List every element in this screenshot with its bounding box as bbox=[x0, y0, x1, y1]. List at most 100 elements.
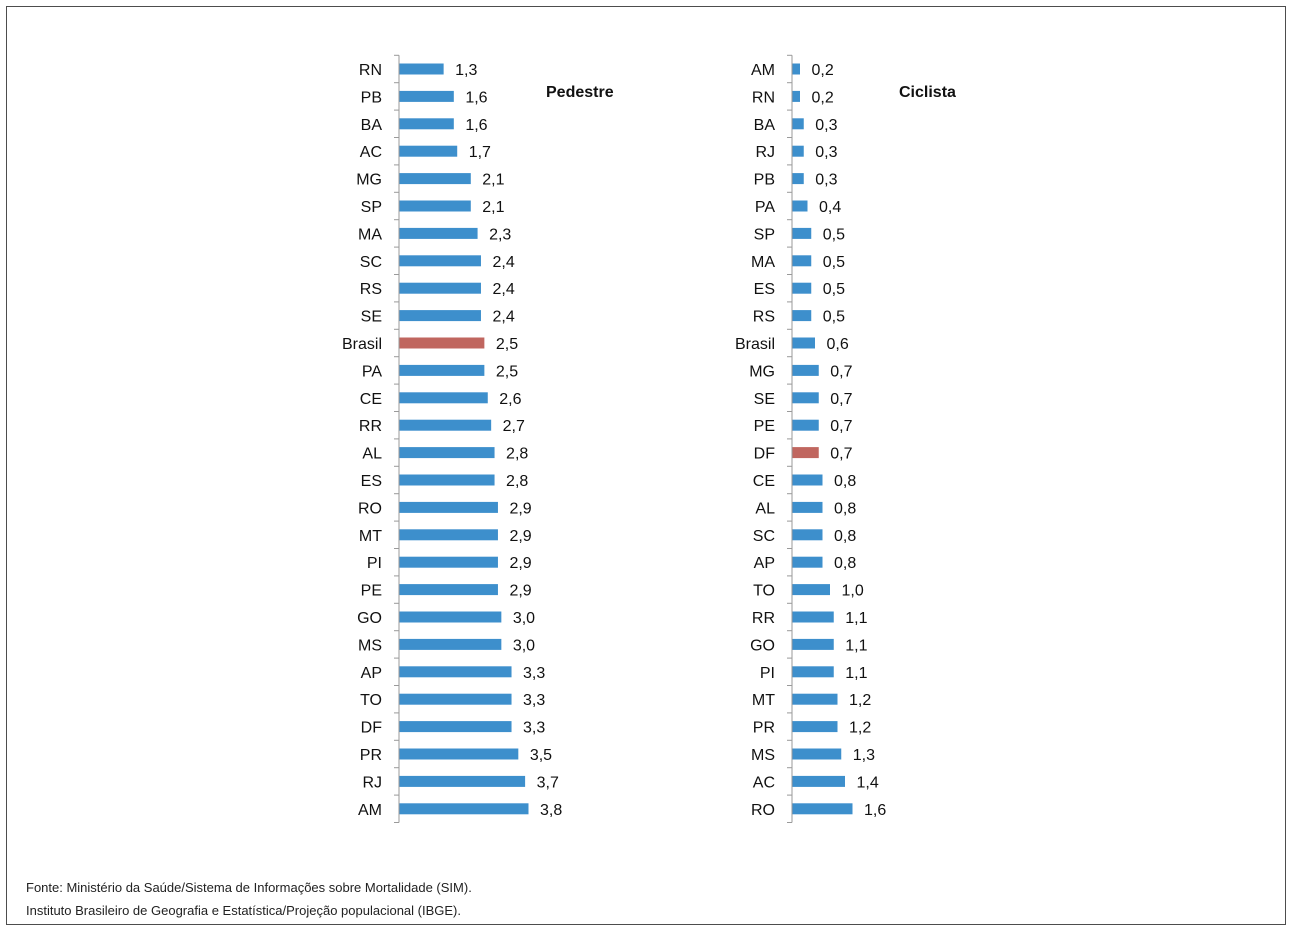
category-label: DF bbox=[361, 720, 383, 737]
value-label: 1,3 bbox=[455, 62, 477, 79]
bar-mg bbox=[792, 364, 819, 376]
category-label: GO bbox=[750, 637, 775, 654]
value-label: 0,7 bbox=[830, 418, 852, 435]
category-label: RO bbox=[751, 802, 775, 819]
value-label: 1,4 bbox=[857, 774, 879, 791]
value-label: 0,5 bbox=[823, 281, 845, 298]
bar-sc bbox=[792, 529, 823, 541]
bar-rr bbox=[792, 611, 834, 623]
bar-rr bbox=[399, 419, 492, 431]
bar-ac bbox=[399, 145, 458, 157]
category-label: BA bbox=[754, 117, 776, 134]
value-label: 0,4 bbox=[819, 199, 841, 216]
category-label: CE bbox=[360, 391, 382, 408]
value-label: 3,3 bbox=[523, 720, 545, 737]
bar-pe bbox=[399, 584, 498, 596]
value-label: 2,3 bbox=[489, 226, 511, 243]
category-label: SC bbox=[360, 254, 382, 271]
bar-brasil bbox=[399, 337, 485, 349]
value-label: 1,6 bbox=[864, 802, 886, 819]
bar-pe bbox=[792, 419, 819, 431]
value-label: 2,8 bbox=[506, 446, 528, 463]
bar-se bbox=[792, 392, 819, 404]
value-label: 0,8 bbox=[834, 473, 856, 490]
value-label: 3,7 bbox=[537, 774, 559, 791]
category-label: TO bbox=[360, 692, 382, 709]
value-label: 0,5 bbox=[823, 226, 845, 243]
category-label: MG bbox=[749, 363, 775, 380]
category-label: ES bbox=[754, 281, 775, 298]
bar-go bbox=[792, 638, 834, 650]
bar-pi bbox=[399, 556, 498, 568]
bar-go bbox=[399, 611, 502, 623]
value-label: 2,1 bbox=[482, 172, 504, 189]
value-label: 2,6 bbox=[499, 391, 521, 408]
category-label: PE bbox=[361, 583, 382, 600]
bar-sp bbox=[399, 200, 471, 212]
value-label: 1,2 bbox=[849, 692, 871, 709]
bar-mt bbox=[399, 529, 498, 541]
category-label: RS bbox=[360, 281, 382, 298]
category-label: DF bbox=[754, 446, 776, 463]
bar-sc bbox=[399, 255, 481, 267]
bar-rn bbox=[792, 90, 800, 102]
category-label: SP bbox=[754, 226, 775, 243]
value-label: 1,1 bbox=[845, 610, 867, 627]
value-label: 1,3 bbox=[853, 747, 875, 764]
category-label: SC bbox=[753, 528, 775, 545]
bar-brasil bbox=[792, 337, 815, 349]
value-label: 1,6 bbox=[465, 89, 487, 106]
category-label: PB bbox=[754, 172, 775, 189]
value-label: 2,1 bbox=[482, 199, 504, 216]
category-label: MS bbox=[751, 747, 775, 764]
category-label: AC bbox=[360, 144, 382, 161]
bar-es bbox=[792, 282, 812, 294]
value-label: 0,3 bbox=[815, 172, 837, 189]
bar-ms bbox=[792, 748, 842, 760]
bar-am bbox=[399, 803, 529, 815]
bar-mg bbox=[399, 173, 471, 185]
category-label: PE bbox=[754, 418, 775, 435]
pedestre-panel: Pedestre RN 1,3 PB 1,6 BA 1,6 AC 1,7 MG 2,1 SP 2,1 MA… bbox=[342, 54, 614, 823]
category-label: RJ bbox=[362, 774, 382, 791]
category-label: RN bbox=[359, 62, 382, 79]
value-label: 1,1 bbox=[845, 665, 867, 682]
bar-ms bbox=[399, 638, 502, 650]
value-label: 1,0 bbox=[842, 583, 864, 600]
bar-df bbox=[792, 447, 819, 459]
value-label: 2,9 bbox=[509, 500, 531, 517]
value-label: 0,7 bbox=[830, 446, 852, 463]
bar-to bbox=[399, 693, 512, 705]
value-label: 1,2 bbox=[849, 720, 871, 737]
bar-pa bbox=[399, 364, 485, 376]
bar-to bbox=[792, 584, 830, 596]
panel-title-0: Pedestre bbox=[546, 84, 614, 101]
category-label: PI bbox=[760, 665, 775, 682]
value-label: 3,8 bbox=[540, 802, 562, 819]
value-label: 0,5 bbox=[823, 309, 845, 326]
bar-se bbox=[399, 310, 481, 322]
value-label: 1,6 bbox=[465, 117, 487, 134]
bar-am bbox=[792, 63, 800, 75]
bar-pr bbox=[399, 748, 519, 760]
panel-title-1: Ciclista bbox=[899, 84, 956, 101]
ciclista-panel: Ciclista AM 0,2 RN 0,2 BA 0,3 RJ 0,3 PB 0,3 PA 0,4 SP… bbox=[735, 54, 956, 823]
value-label: 2,8 bbox=[506, 473, 528, 490]
bar-rs bbox=[399, 282, 481, 294]
category-label: SE bbox=[754, 391, 775, 408]
category-label: RS bbox=[753, 309, 775, 326]
category-label: AM bbox=[358, 802, 382, 819]
category-label: Brasil bbox=[735, 336, 775, 353]
value-label: 1,1 bbox=[845, 637, 867, 654]
bar-pi bbox=[792, 666, 834, 678]
category-label: PI bbox=[367, 555, 382, 572]
category-label: RJ bbox=[755, 144, 775, 161]
category-label: SE bbox=[361, 309, 382, 326]
value-label: 2,9 bbox=[509, 583, 531, 600]
category-label: MS bbox=[358, 637, 382, 654]
bar-ba bbox=[792, 118, 804, 130]
category-label: MG bbox=[356, 172, 382, 189]
category-label: MA bbox=[751, 254, 775, 271]
value-label: 3,0 bbox=[513, 637, 535, 654]
bar-ce bbox=[399, 392, 488, 404]
